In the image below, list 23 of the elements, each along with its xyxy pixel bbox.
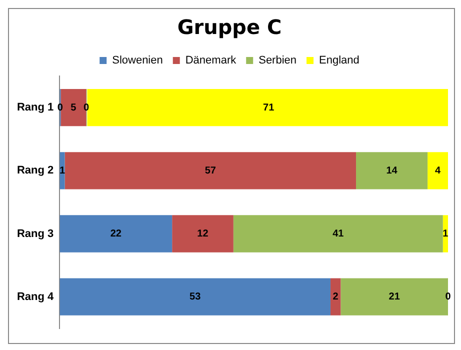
data-label: 22 xyxy=(110,228,122,240)
y-tick-label: Rang 3 xyxy=(16,228,54,240)
chart-title: Gruppe C xyxy=(177,15,282,40)
data-label: 4 xyxy=(435,165,441,176)
data-label: 0 xyxy=(445,292,452,303)
data-label: 1 xyxy=(59,165,66,176)
data-label: 14 xyxy=(386,165,398,176)
y-tick-label: Rang 1 xyxy=(16,102,54,114)
data-label: 2 xyxy=(332,292,339,303)
data-label: 57 xyxy=(204,165,216,176)
data-label: 53 xyxy=(190,292,202,303)
data-label: 5 xyxy=(70,102,77,114)
legend-label: Dänemark xyxy=(185,54,237,67)
data-label: 1 xyxy=(442,228,449,240)
data-label: 41 xyxy=(332,228,344,240)
y-tick-label: Rang 2 xyxy=(16,164,54,177)
y-tick-label: Rang 4 xyxy=(16,290,55,303)
legend-label: England xyxy=(319,54,360,67)
legend-label: Serbien xyxy=(258,54,297,67)
legend-label: Slowenien xyxy=(112,54,163,67)
data-label: 21 xyxy=(388,292,400,303)
data-label: 12 xyxy=(197,228,209,240)
data-label: 71 xyxy=(263,102,275,114)
